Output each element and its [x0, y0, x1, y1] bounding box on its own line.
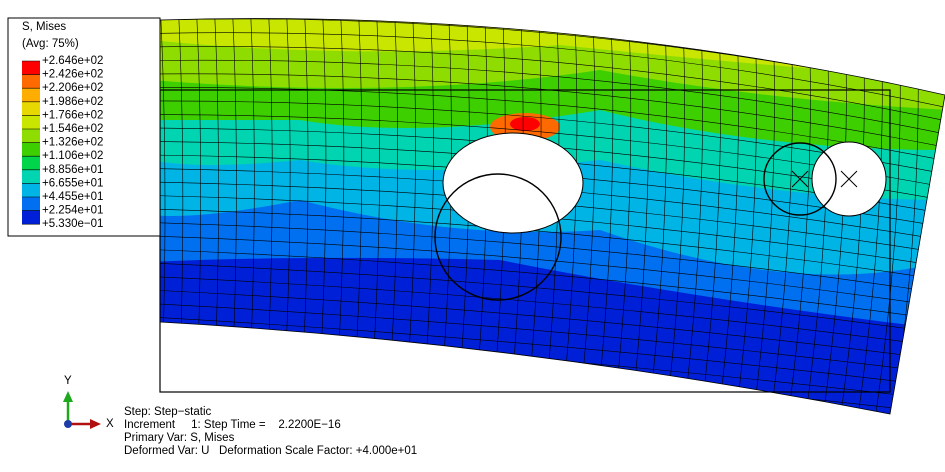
primary-var-text: Primary Var: S, Mises: [124, 432, 235, 444]
legend-label: +2.254e+01: [42, 205, 103, 217]
triad-x-label: X: [106, 418, 114, 430]
mesh-line: [160, 262, 945, 335]
mesh-line: [681, 18, 703, 415]
undeformed-hole: [434, 173, 562, 301]
legend-swatch: [22, 129, 40, 143]
legend-label: +1.766e+02: [42, 109, 103, 121]
legend-title: S, Mises: [22, 21, 66, 33]
legend-label: +6.655e+01: [42, 177, 103, 189]
x-arrowhead: [90, 419, 101, 429]
mesh-line: [629, 18, 650, 415]
legend-label: +1.326e+02: [42, 137, 103, 149]
mesh-line: [160, 222, 945, 295]
legend-swatch: [22, 74, 40, 89]
legend-swatch: [22, 101, 40, 116]
legend-swatch: [22, 156, 40, 170]
legend-subtitle: (Avg: 75%): [22, 38, 79, 50]
legend-label: +1.546e+02: [42, 123, 103, 135]
mesh-line: [160, 235, 945, 309]
mesh-line: [160, 87, 945, 162]
hole-center-marks: [791, 170, 858, 188]
legend-swatch: [22, 115, 40, 129]
undeformed-hole: [763, 142, 837, 216]
legend-label: +1.106e+02: [42, 150, 103, 162]
mesh-line: [664, 18, 685, 415]
legend-label: +2.426e+02: [42, 69, 103, 81]
deformed-outline: [159, 18, 945, 415]
legend-swatch: [22, 61, 40, 75]
legend-swatch: [22, 142, 40, 157]
mesh-line: [160, 249, 945, 322]
hole: [442, 132, 584, 234]
mesh-line: [160, 303, 945, 375]
legend-swatch: [22, 169, 40, 184]
legend-swatch: [22, 210, 40, 225]
mesh-line: [646, 18, 668, 415]
mesh-line: [160, 316, 945, 388]
legend-swatch: [22, 88, 40, 102]
legend-label: +4.455e+01: [42, 191, 103, 203]
legend-label: +5.330e−01: [42, 218, 103, 230]
legend-label: +2.646e+02: [42, 55, 103, 67]
step-text: Step: Step−static: [124, 406, 212, 418]
mesh-line: [160, 289, 945, 362]
mesh-line: [160, 46, 945, 122]
mesh-line: [160, 276, 945, 348]
mesh-line: [160, 59, 945, 136]
legend-swatch: [22, 197, 40, 211]
legend-swatch: [22, 183, 40, 197]
y-arrowhead: [63, 391, 73, 402]
legend-label: +2.206e+02: [42, 82, 103, 94]
legend-label: +1.986e+02: [42, 96, 103, 108]
triad-origin: [64, 420, 72, 428]
mesh-line: [160, 32, 945, 109]
legend: +2.646e+02 +2.426e+02+2.206e+02 +1.986e+02…: [22, 55, 103, 230]
triad-y-label: Y: [64, 375, 72, 387]
mesh-line: [160, 208, 945, 282]
legend-label: +8.856e+01: [42, 164, 103, 176]
deformed-var-text: Deformed Var: U Deformation Scale Factor…: [124, 445, 417, 457]
undeformed-outline: [159, 89, 891, 393]
increment-text: Increment 1: Step Time = 2.2200E−16: [124, 419, 341, 431]
